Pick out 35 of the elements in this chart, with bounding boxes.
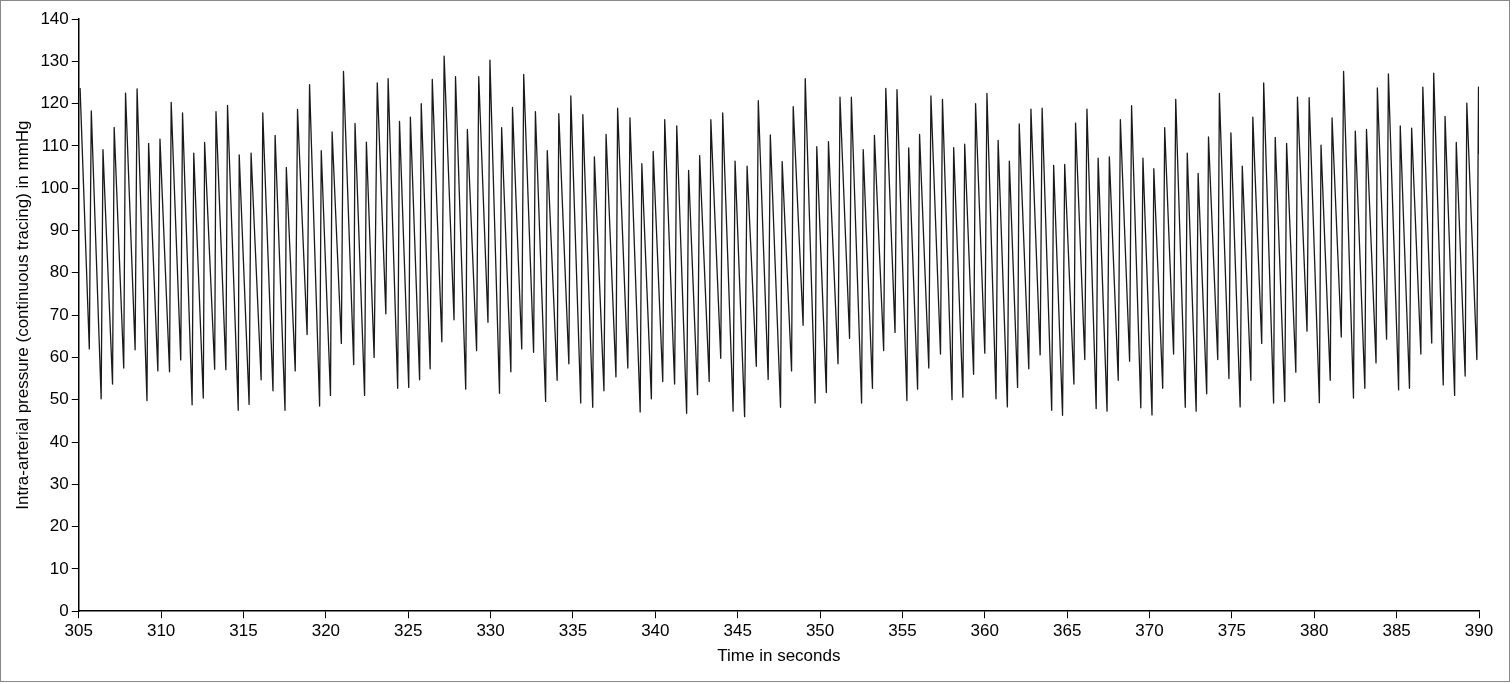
y-tick-label: 70 [49,304,69,324]
y-tick-label: 0 [59,600,69,620]
x-axis-title: Time in seconds [717,646,841,666]
x-tick-label: 360 [970,621,999,641]
y-tick-label: 90 [49,220,69,240]
y-tick-label: 10 [49,558,69,578]
x-tick-label: 320 [311,621,341,641]
x-tick-label: 330 [476,621,505,641]
y-tick-label: 80 [49,262,69,282]
x-tick-label: 355 [888,621,917,641]
y-tick-label: 120 [40,93,69,113]
x-tick-label: 345 [723,621,752,641]
x-tick-label: 325 [394,621,423,641]
y-tick-label: 40 [49,431,69,451]
x-tick-label: 340 [641,621,670,641]
x-tick-label: 335 [558,621,588,641]
y-tick-label: 130 [40,50,69,70]
y-axis-title: Intra-arterial pressure (continuous tracing) in mmHg [12,120,32,510]
y-tick-label: 140 [40,8,69,28]
x-tick-label: 350 [805,621,835,641]
y-tick-label: 100 [40,177,69,197]
y-tick-label: 60 [49,347,69,367]
x-tick-label: 310 [146,621,176,641]
y-tick-label: 30 [49,473,69,493]
y-tick-label: 110 [41,135,69,155]
x-tick-label: 305 [64,621,93,641]
x-tick-label: 375 [1217,621,1247,641]
y-tick-label: 20 [49,516,69,536]
x-tick-label: 390 [1464,621,1494,641]
x-tick-label: 380 [1300,621,1329,641]
x-tick-label: 315 [229,621,258,641]
x-tick-label: 365 [1052,621,1082,641]
y-tick-label: 50 [49,389,69,409]
x-tick-label: 370 [1135,621,1164,641]
x-tick-label: 385 [1382,621,1411,641]
